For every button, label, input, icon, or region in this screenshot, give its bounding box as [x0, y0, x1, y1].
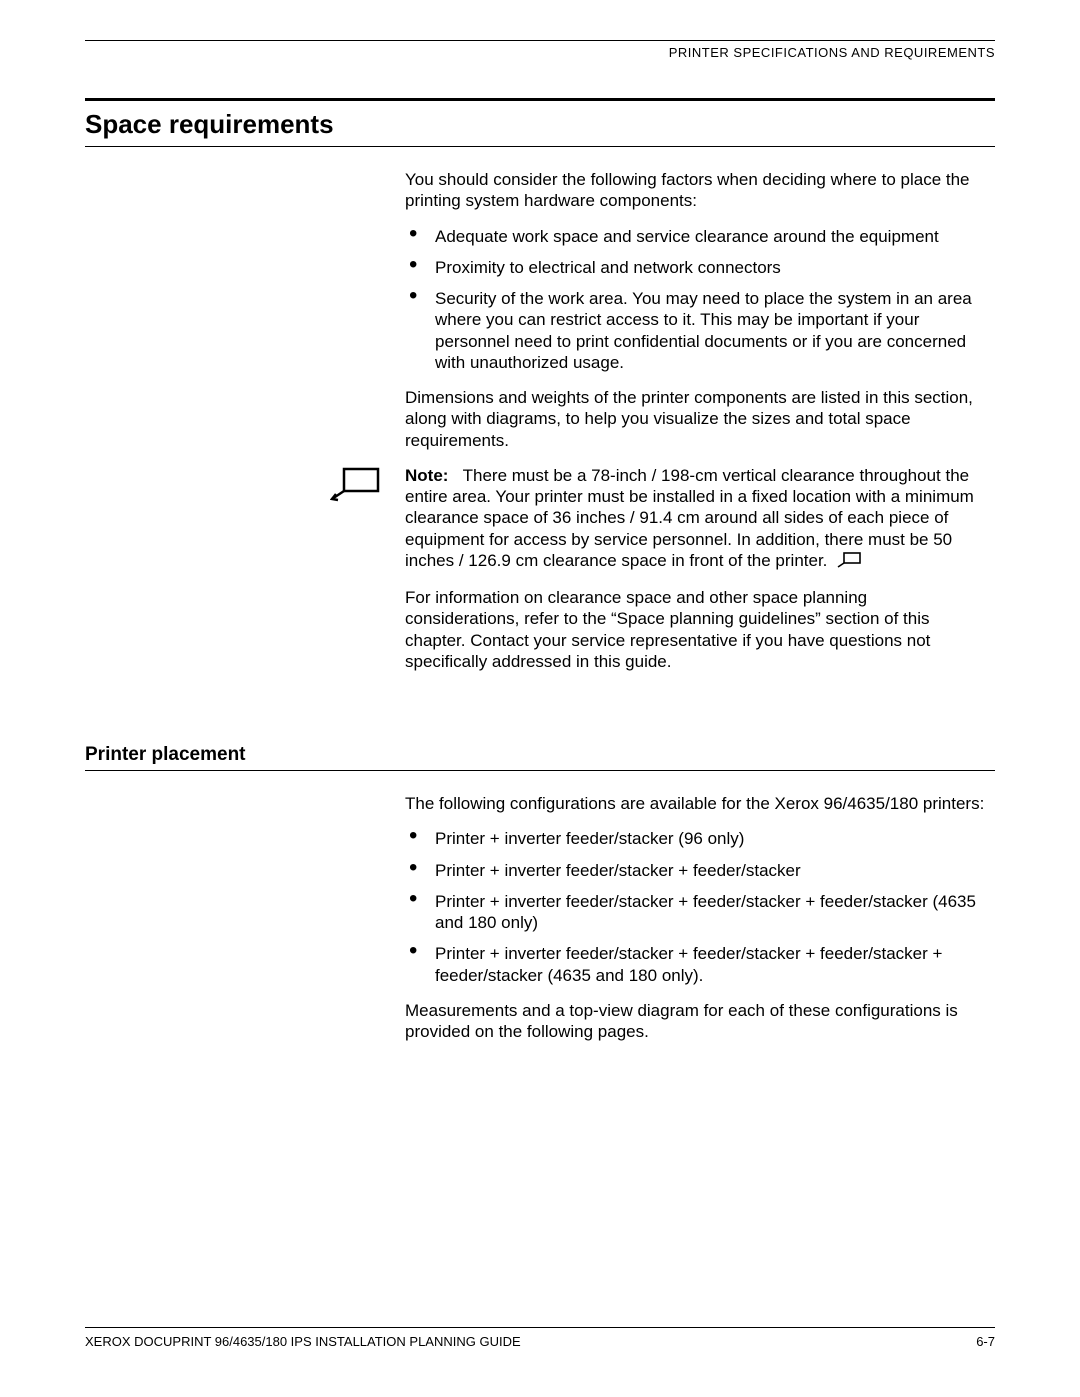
note-label: Note: — [405, 466, 448, 485]
running-head: PRINTER SPECIFICATIONS AND REQUIREMENTS — [85, 45, 995, 60]
list-item: Adequate work space and service clearanc… — [405, 226, 985, 247]
note-end-icon — [836, 552, 862, 573]
section1-body: You should consider the following factor… — [405, 169, 985, 672]
section-title-space-requirements: Space requirements — [85, 109, 995, 140]
closing-paragraph: Measurements and a top-view diagram for … — [405, 1000, 985, 1043]
list-item: Printer + inverter feeder/stacker + feed… — [405, 943, 985, 986]
list-item: Security of the work area. You may need … — [405, 288, 985, 373]
section-title-printer-placement: Printer placement — [85, 744, 995, 766]
list-item: Proximity to electrical and network conn… — [405, 257, 985, 278]
section2-body: The following configurations are availab… — [405, 793, 985, 1042]
list-item: Printer + inverter feeder/stacker + feed… — [405, 891, 985, 934]
intro-paragraph: The following configurations are availab… — [405, 793, 985, 814]
note-block: Note: There must be a 78-inch / 198-cm v… — [405, 465, 985, 573]
page-footer: XEROX DOCUPRINT 96/4635/180 IPS INSTALLA… — [85, 1327, 995, 1349]
section-rule-thin — [85, 146, 995, 147]
subsection-rule-thin — [85, 770, 995, 771]
note-icon — [330, 467, 380, 508]
footer-page-number: 6-7 — [976, 1334, 995, 1349]
intro-paragraph: You should consider the following factor… — [405, 169, 985, 212]
note-text: There must be a 78-inch / 198-cm vertica… — [405, 466, 974, 570]
list-item: Printer + inverter feeder/stacker + feed… — [405, 860, 985, 881]
dimensions-paragraph: Dimensions and weights of the printer co… — [405, 387, 985, 451]
footer-doc-title: XEROX DOCUPRINT 96/4635/180 IPS INSTALLA… — [85, 1334, 521, 1349]
page: PRINTER SPECIFICATIONS AND REQUIREMENTS … — [0, 0, 1080, 1397]
closing-paragraph: For information on clearance space and o… — [405, 587, 985, 672]
configurations-list: Printer + inverter feeder/stacker (96 on… — [405, 828, 985, 986]
footer-rule — [85, 1327, 995, 1328]
factors-list: Adequate work space and service clearanc… — [405, 226, 985, 374]
header-rule — [85, 40, 995, 41]
list-item: Printer + inverter feeder/stacker (96 on… — [405, 828, 985, 849]
section-rule-thick — [85, 98, 995, 101]
